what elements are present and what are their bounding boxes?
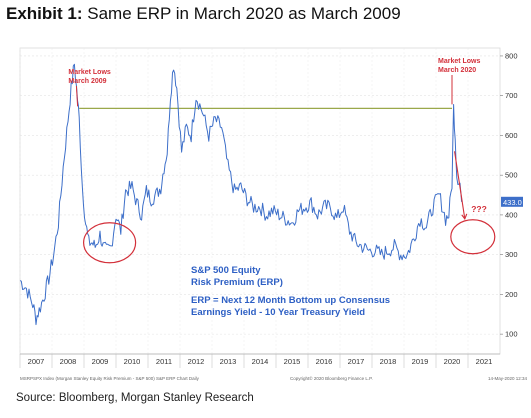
source-note: Source: Bloomberg, Morgan Stanley Resear…	[16, 392, 254, 404]
legend-line3: ERP = Next 12 Month Bottom up Consensus	[191, 295, 390, 306]
arrow-down-head	[461, 213, 468, 220]
annotation-question-marks: ???	[471, 204, 487, 214]
title-text: Same ERP in March 2020 as March 2009	[87, 4, 401, 23]
series-layer: 433.0	[19, 63, 523, 326]
footnote-right: 14-May-2020 12:34	[488, 376, 528, 381]
footnote-center: Copyright© 2020 Bloomberg Finance L.P.	[290, 375, 373, 381]
y-tick-label-100: 100	[505, 330, 518, 339]
x-axis: 2007 2008 2009 2010 2011 2012 2013 2014 2015 2016…	[19, 353, 500, 368]
annotation-2020-line1: Market Lows	[438, 58, 481, 65]
y-tick-label-400: 400	[505, 210, 518, 219]
x-tick-label-2013: 2013	[220, 357, 237, 366]
x-tick-label-2007: 2007	[28, 357, 45, 366]
circle-2009-lows	[82, 222, 137, 264]
x-tick-label-2019: 2019	[412, 357, 429, 366]
series-line-erp	[19, 63, 463, 326]
x-tick-label-2009: 2009	[92, 357, 109, 366]
x-tick-label-2018: 2018	[380, 357, 397, 366]
y-tick-label-200: 200	[505, 290, 518, 299]
x-tick-label-2011: 2011	[156, 357, 172, 366]
arrow-down-line	[454, 151, 466, 219]
x-tick-label-2012: 2012	[188, 357, 205, 366]
annotation-2009-line1: Market Lows	[68, 69, 111, 76]
x-tick-label-2015: 2015	[284, 357, 301, 366]
x-tick-label-2016: 2016	[316, 357, 333, 366]
legend-line4: Earnings Yield - 10 Year Treasury Yield	[191, 307, 365, 318]
y-tick-label-800: 800	[505, 51, 518, 60]
x-tick-label-2020: 2020	[444, 357, 461, 366]
y-tick-label-500: 500	[505, 171, 518, 180]
y-tick-label-300: 300	[505, 250, 518, 259]
annotation-2009-arrow	[75, 85, 79, 107]
x-tick-label-2008: 2008	[60, 357, 77, 366]
chart-title: Exhibit 1: Same ERP in March 2020 as Mar…	[6, 4, 401, 24]
grid	[19, 48, 500, 354]
x-tick-label-2014: 2014	[252, 357, 269, 366]
x-tick-label-2021: 2021	[476, 357, 493, 366]
x-tick-label-2017: 2017	[348, 357, 365, 366]
last-value-box	[501, 196, 523, 207]
exhibit-label: Exhibit 1:	[6, 4, 83, 23]
y-tick-label-700: 700	[505, 91, 518, 100]
circle-2020-target	[450, 219, 496, 255]
last-value-label: 433.0	[503, 198, 522, 207]
annotation-2009-line2: March 2009	[68, 78, 106, 85]
y-tick-label-600: 600	[505, 131, 518, 140]
y-axis: 100 200 300 400 500 600 700 800	[500, 51, 518, 339]
annotation-layer: Market Lows March 2009 Market Lows March 20…	[68, 58, 496, 318]
legend-line2: Risk Premium (ERP)	[191, 277, 283, 288]
plot-background	[19, 47, 501, 355]
x-tick-label-2010: 2010	[124, 357, 141, 366]
annotation-2020-line2: March 2020	[438, 67, 476, 74]
legend-line1: S&P 500 Equity	[191, 265, 261, 276]
footnote-left: MSRPSPX Index (Morgan Stanley Equity Ris…	[20, 376, 200, 381]
